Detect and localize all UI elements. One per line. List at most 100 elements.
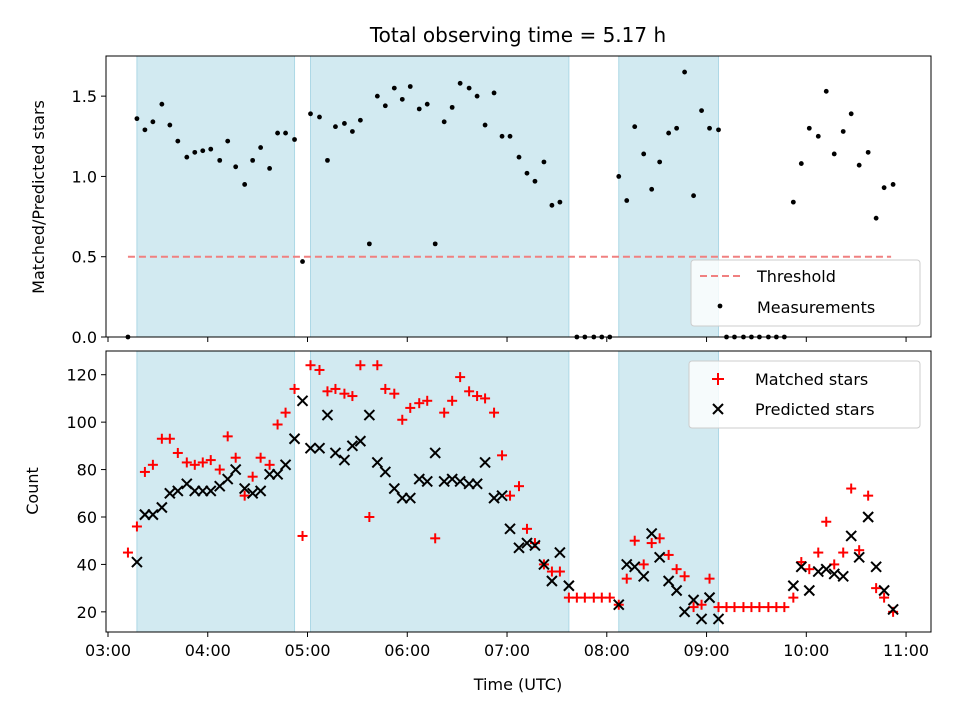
- matched-stars-point-74: [729, 602, 740, 613]
- matched-stars-point-90: [863, 490, 874, 501]
- matched-stars-point-64: [646, 538, 657, 549]
- matched-stars-point-35: [405, 402, 416, 413]
- predicted-stars-point-24: [321, 409, 334, 421]
- measurements-point-91: [881, 185, 887, 191]
- measurements-point-85: [831, 151, 837, 157]
- predicted-stars-point-64: [695, 613, 708, 625]
- matched-stars-point-44: [480, 393, 491, 404]
- measurements-point-25: [325, 157, 330, 163]
- measurements-point-7: [175, 138, 181, 144]
- predicted-stars-point-73: [837, 570, 849, 582]
- predicted-stars-point-37: [429, 447, 441, 459]
- measurements-point-26: [333, 124, 338, 130]
- predicted-stars-point-3: [147, 508, 159, 521]
- matched-stars-point-13: [222, 431, 233, 442]
- matched-stars-point-25: [322, 386, 333, 397]
- matched-stars-point-63: [638, 559, 649, 570]
- predicted-stars-point-18: [271, 468, 284, 481]
- predicted-legend-swatch: [712, 403, 724, 415]
- measurements-point-47: [507, 133, 513, 139]
- measurements-point-32: [382, 103, 388, 109]
- predicted-stars-point-74: [845, 530, 857, 542]
- matched-stars-point-9: [189, 459, 200, 470]
- measurements-point-34: [399, 96, 405, 102]
- predicted-stars-point-60: [662, 575, 675, 587]
- measurements-point-18: [267, 166, 273, 171]
- matched-stars-point-22: [297, 530, 308, 541]
- count-legend-box: [688, 360, 921, 429]
- y-tick-label-ratio-3: 1.0: [72, 167, 97, 186]
- matched-stars-point-12: [214, 464, 225, 475]
- measurements-point-35: [407, 84, 413, 89]
- predicted-stars-point-42: [471, 478, 483, 490]
- measurements-point-15: [242, 182, 248, 187]
- predicted-stars-point-69: [803, 584, 816, 597]
- ratio-y-label: Matched/Predicted stars: [29, 100, 48, 294]
- matched-stars-point-18: [264, 459, 275, 470]
- matched-stars-point-77: [754, 602, 765, 613]
- matched-stars-point-48: [513, 481, 524, 492]
- measurements-point-64: [657, 159, 663, 165]
- measurements-point-87: [848, 111, 854, 117]
- matched-legend-label: Matched stars: [755, 370, 868, 389]
- predicted-stars-point-12: [221, 473, 234, 485]
- matched-stars-point-84: [813, 547, 824, 558]
- predicted-stars-point-27: [346, 440, 359, 452]
- measurements-point-19: [275, 130, 280, 136]
- predicted-stars-point-28: [354, 435, 367, 447]
- measurements-point-49: [524, 170, 530, 176]
- measurements-point-6: [167, 122, 173, 128]
- matched-stars-point-29: [355, 360, 366, 371]
- matched-stars-point-27: [339, 388, 350, 399]
- x-tick-label-6: 08:00: [584, 641, 630, 660]
- y-tick-label-count-1: 20: [77, 603, 97, 622]
- predicted-stars-point-1: [131, 556, 143, 568]
- matched-stars-point-92: [879, 592, 890, 603]
- measurements-point-61: [632, 124, 638, 130]
- matched-stars-point-11: [205, 455, 216, 466]
- measurements-point-16: [250, 157, 256, 163]
- predicted-stars-point-31: [379, 466, 392, 478]
- matched-stars-point-80: [779, 602, 790, 613]
- measurements-point-62: [641, 151, 647, 157]
- measurements-point-2: [134, 116, 140, 122]
- matched-stars-point-32: [380, 383, 391, 394]
- matched-stars-point-87: [838, 547, 849, 558]
- matched-stars-point-26: [330, 383, 341, 394]
- predicted-stars-point-75: [853, 551, 865, 564]
- predicted-stars-point-22: [304, 442, 317, 454]
- predicted-stars-point-46: [504, 523, 516, 535]
- matched-stars-point-46: [497, 450, 508, 461]
- ratio-panel: 0.0 0.5 1.0 1.5 Matched/Predicted stars Thr…: [29, 55, 932, 347]
- matched-stars-point-6: [164, 433, 175, 444]
- y-tick-label-count-6: 120: [66, 366, 97, 385]
- measurements-point-36: [416, 106, 422, 112]
- predicted-stars-point-21: [296, 395, 309, 407]
- matched-stars-point-69: [688, 602, 699, 613]
- ratio-legend: Threshold Measurements: [690, 259, 921, 327]
- x-axis-label: Time (UTC): [473, 675, 562, 694]
- count-panel: 03:00 04:00 05:00 06:00 07:00 08:00 09:00 10:00…: [23, 350, 932, 694]
- predicted-stars-point-44: [488, 492, 500, 504]
- predicted-stars-point-78: [878, 584, 890, 597]
- measurements-point-30: [366, 241, 372, 247]
- predicted-stars-point-68: [795, 561, 808, 573]
- predicted-stars-point-30: [371, 456, 384, 469]
- measurements-point-20: [283, 130, 288, 136]
- count-panel-frame: [105, 350, 932, 633]
- matched-stars-point-2: [131, 521, 142, 532]
- measurements-point-10: [200, 148, 206, 154]
- measurements-point-22: [300, 259, 305, 264]
- measurements-point-29: [357, 117, 363, 123]
- matched-stars-point-83: [804, 564, 815, 575]
- predicted-stars-point-35: [413, 473, 425, 485]
- matched-stars-point-40: [447, 395, 458, 406]
- predicted-stars-point-49: [529, 539, 541, 552]
- predicted-stars-point-25: [329, 447, 342, 459]
- matched-stars-point-39: [439, 407, 450, 418]
- predicted-stars-point-76: [862, 511, 874, 523]
- matched-stars-point-14: [230, 452, 241, 463]
- measurements-point-59: [616, 174, 622, 179]
- predicted-stars-point-52: [554, 546, 566, 559]
- x-tick-label-8: 10:00: [783, 641, 829, 660]
